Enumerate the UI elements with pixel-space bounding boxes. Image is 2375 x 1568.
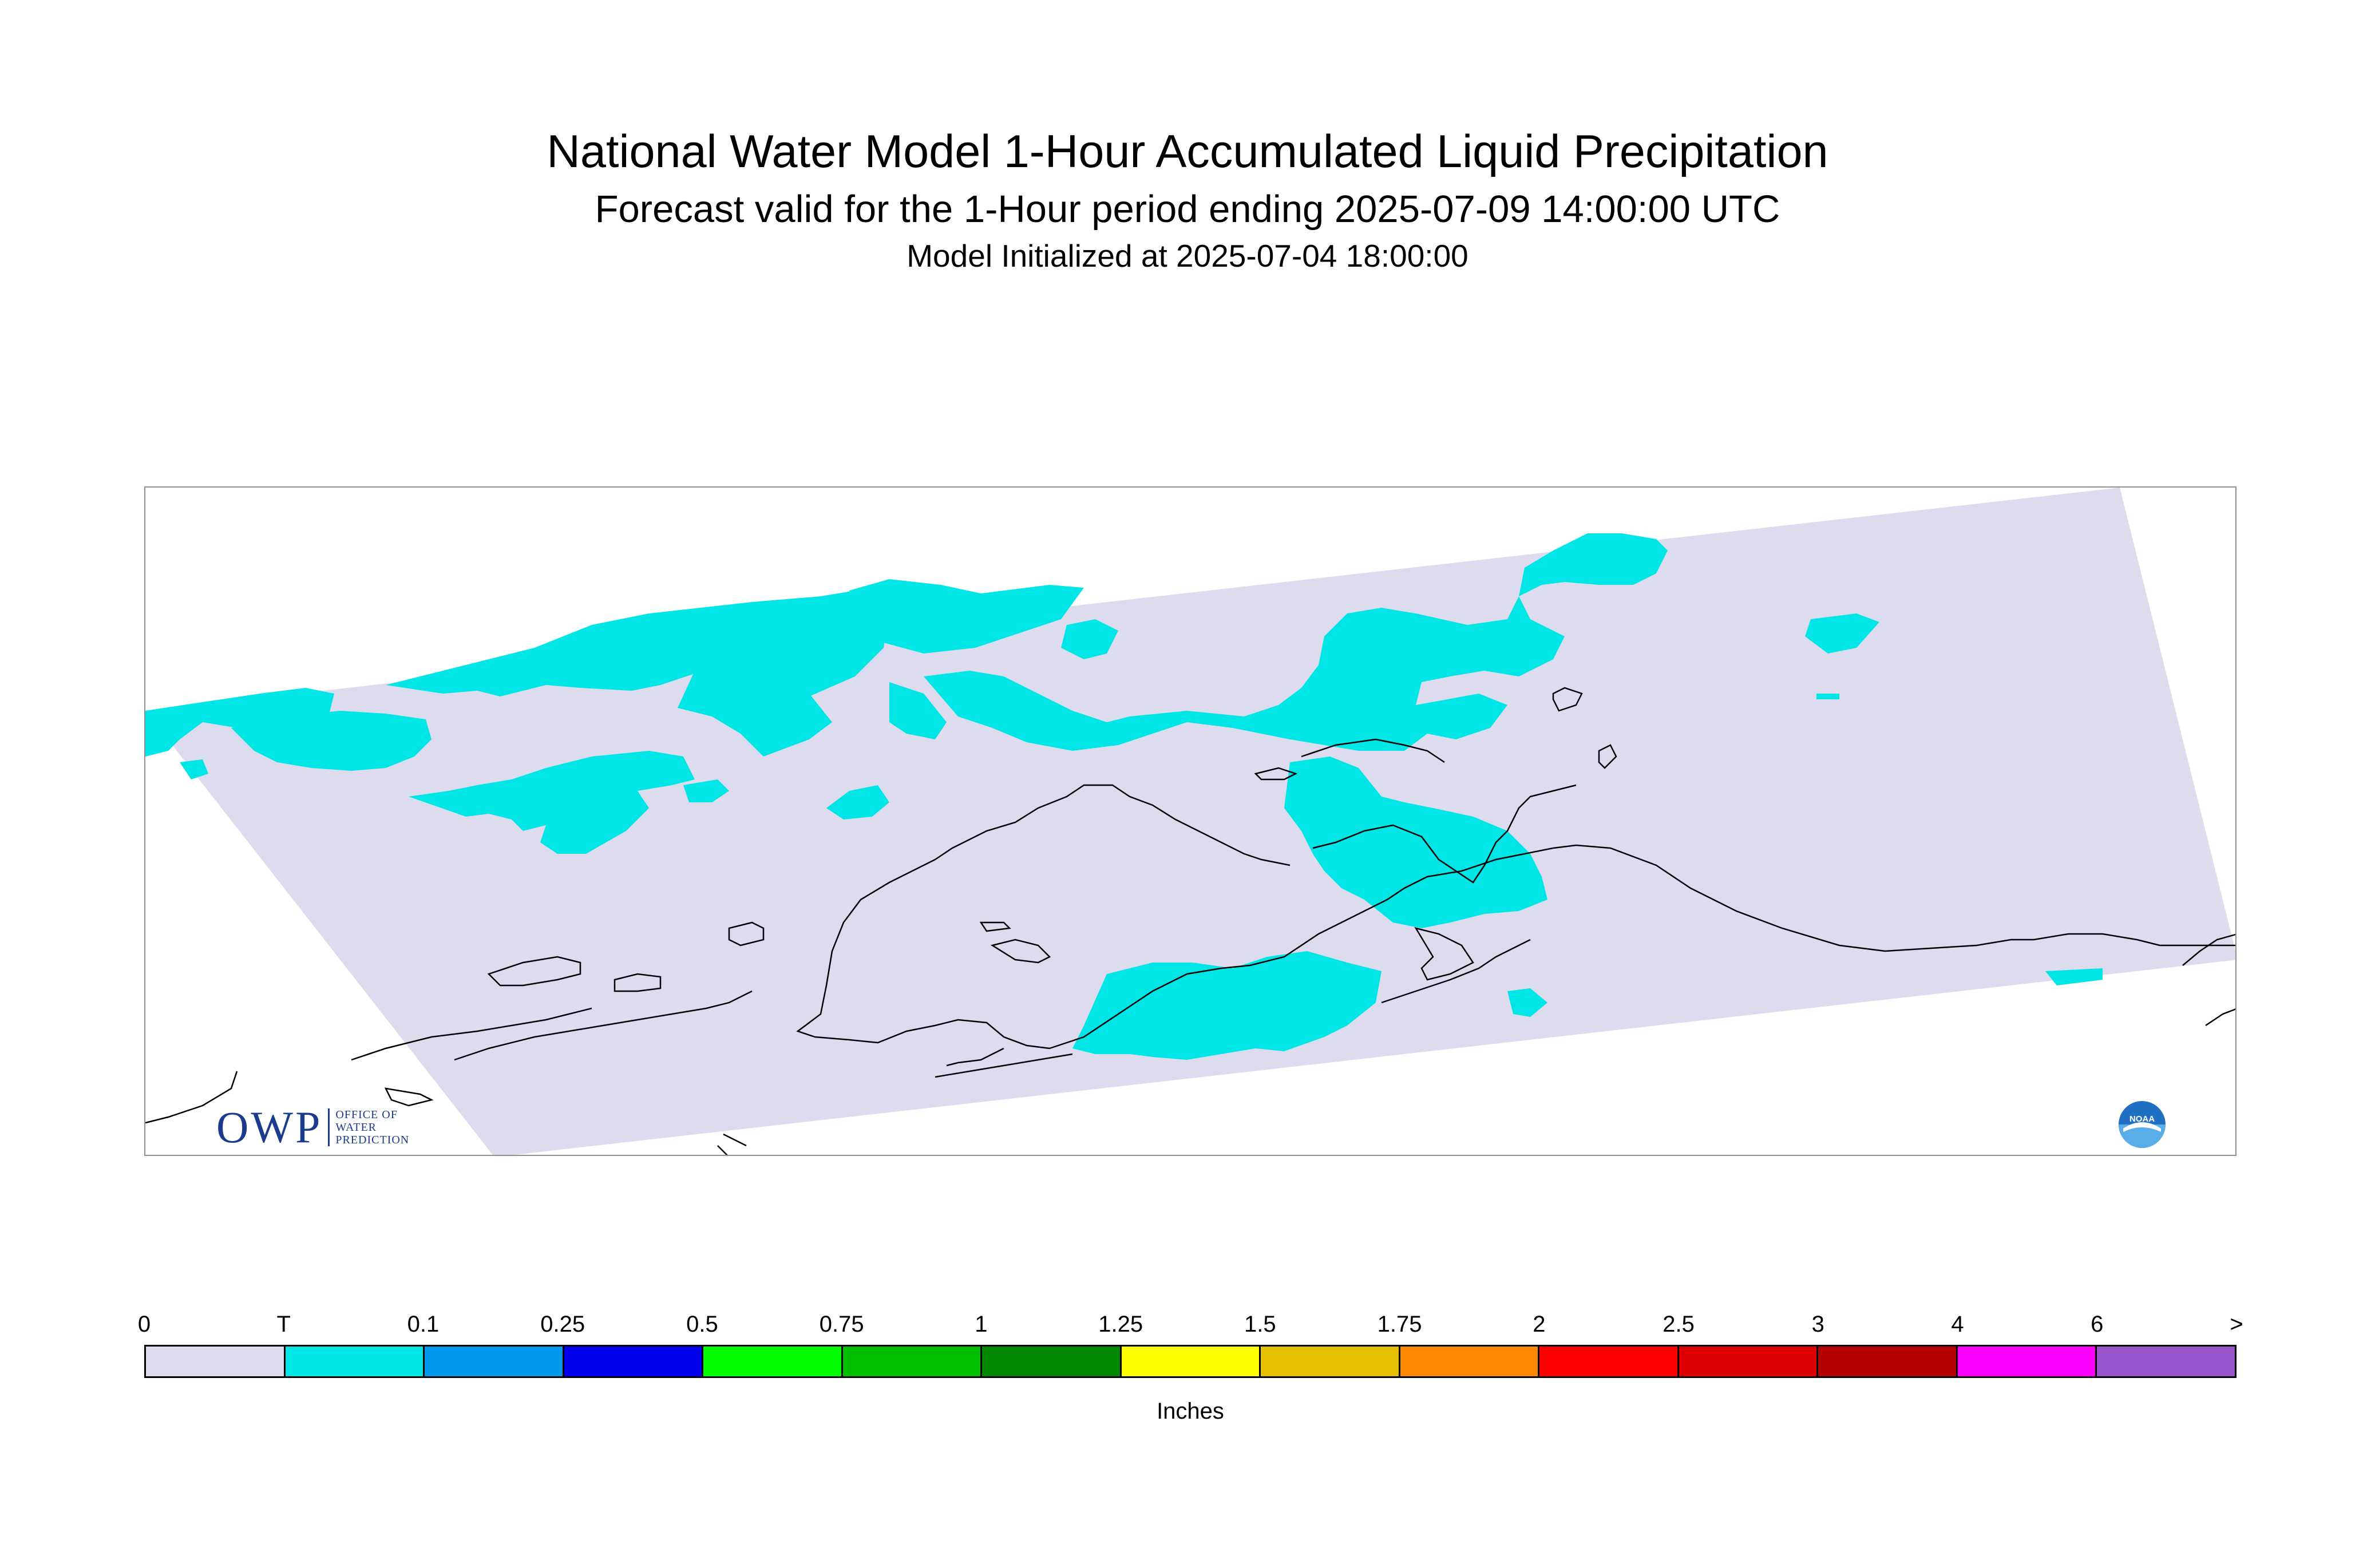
- legend-swatch: [1679, 1347, 1819, 1376]
- coastline: [935, 1053, 1073, 1078]
- legend-swatch: [1400, 1347, 1540, 1376]
- precip-area: [849, 579, 1084, 654]
- owp-logo: OWP OFFICE OF WATER PREDICTION: [216, 1102, 409, 1153]
- coastline: [979, 921, 1011, 932]
- map-panel: [144, 486, 2237, 1156]
- legend-label: >: [2230, 1312, 2243, 1337]
- coastline: [1598, 744, 1617, 769]
- coastline: [2182, 933, 2235, 966]
- legend-swatch: [2097, 1347, 2235, 1376]
- legend-swatch: [285, 1347, 425, 1376]
- coastline: [384, 1087, 434, 1107]
- precip-area: [540, 791, 649, 854]
- precip-area: [409, 751, 695, 831]
- noaa-label: NOAA: [2129, 1114, 2155, 1124]
- precip-area: [1284, 757, 1547, 928]
- legend-swatch: [1818, 1347, 1958, 1376]
- title-block: National Water Model 1-Hour Accumulated …: [0, 120, 2375, 276]
- precip-area: [678, 671, 832, 757]
- map-canvas: [145, 488, 2235, 1155]
- owp-line-1: OFFICE OF: [335, 1108, 398, 1121]
- coastline: [145, 1071, 238, 1124]
- legend-label: 0.25: [540, 1312, 585, 1337]
- legend-color-bar: [144, 1345, 2237, 1378]
- legend-label: 0.1: [407, 1312, 440, 1337]
- coastlines: [145, 687, 2235, 1155]
- coastline: [487, 956, 581, 987]
- precip-trace-areas: [145, 533, 2103, 1060]
- coastline: [946, 1047, 1004, 1067]
- coastline: [717, 1145, 728, 1155]
- legend-label: 0.5: [686, 1312, 718, 1337]
- legend-label: 6: [2091, 1312, 2104, 1337]
- owp-org-name: OFFICE OF WATER PREDICTION: [328, 1108, 409, 1146]
- legend-label: 0: [137, 1312, 151, 1337]
- precip-area: [1805, 613, 1879, 654]
- color-legend: 0 T 0.1 0.25 0.5 0.75 1 1.25 1.5 1.75 2 …: [138, 1310, 2243, 1424]
- chart-subtitle: Forecast valid for the 1-Hour period end…: [595, 188, 1780, 231]
- precip-area: [889, 682, 947, 739]
- legend-swatch: [564, 1347, 704, 1376]
- coastline: [1552, 687, 1583, 712]
- legend-label: 1.75: [1377, 1312, 1422, 1337]
- precip-area: [231, 711, 432, 771]
- precip-area: [1507, 988, 1547, 1017]
- legend-label: 3: [1811, 1312, 1824, 1337]
- legend-labels: 0 T 0.1 0.25 0.5 0.75 1 1.25 1.5 1.75 2 …: [138, 1310, 2243, 1345]
- coastline: [613, 973, 662, 992]
- init-time: Model Initialized at 2025-07-04 18:00:00: [907, 238, 1468, 274]
- legend-swatch: [703, 1347, 843, 1376]
- legend-swatch: [1121, 1347, 1261, 1376]
- coastline: [723, 1133, 747, 1147]
- precip-area: [1816, 694, 1839, 699]
- precip-area: [2045, 968, 2103, 985]
- legend-swatch: [982, 1347, 1122, 1376]
- precip-area: [145, 688, 334, 757]
- owp-line-3: PREDICTION: [335, 1134, 410, 1146]
- legend-swatch: [842, 1347, 983, 1376]
- coastline: [1254, 767, 1298, 781]
- coastline: [2205, 1008, 2235, 1027]
- owp-wordmark: OWP: [216, 1102, 323, 1152]
- precip-area: [180, 759, 208, 779]
- coastline: [990, 939, 1051, 964]
- legend-swatch: [146, 1347, 286, 1376]
- precip-area: [924, 533, 1668, 751]
- legend-label: 4: [1951, 1312, 1964, 1337]
- precip-area: [826, 785, 889, 819]
- coastline: [351, 1007, 592, 1061]
- legend-units: Inches: [1157, 1399, 1224, 1424]
- owp-line-2: WATER: [335, 1121, 377, 1134]
- coastline: [1414, 927, 1474, 981]
- coastline: [1312, 784, 1577, 884]
- legend-label: T: [276, 1312, 291, 1337]
- chart-title: National Water Model 1-Hour Accumulated …: [547, 126, 1828, 177]
- coastline: [1301, 738, 1445, 763]
- coastline: [796, 858, 1050, 1050]
- legend-label: 2.5: [1662, 1312, 1695, 1337]
- precip-area: [1072, 951, 1382, 1060]
- precip-area: [386, 591, 889, 696]
- coastline: [728, 921, 765, 947]
- legend-swatch: [1261, 1347, 1400, 1376]
- precip-area: [1416, 694, 1507, 739]
- coastline: [935, 784, 1291, 866]
- legend-label: 2: [1533, 1312, 1546, 1337]
- coastline: [454, 990, 753, 1061]
- legend-label: 1: [975, 1312, 988, 1337]
- legend-swatch: [1539, 1347, 1679, 1376]
- legend-swatch: [425, 1347, 564, 1376]
- noaa-icon: NOAA: [2119, 1101, 2166, 1148]
- legend-swatch: [1957, 1347, 2097, 1376]
- precip-area: [1061, 619, 1118, 659]
- coastline: [1049, 844, 2235, 1050]
- legend-label: 1.5: [1244, 1312, 1276, 1337]
- legend-label: 0.75: [819, 1312, 864, 1337]
- coastline: [1381, 939, 1531, 1004]
- legend-label: 1.25: [1098, 1312, 1143, 1337]
- precip-area: [683, 779, 729, 802]
